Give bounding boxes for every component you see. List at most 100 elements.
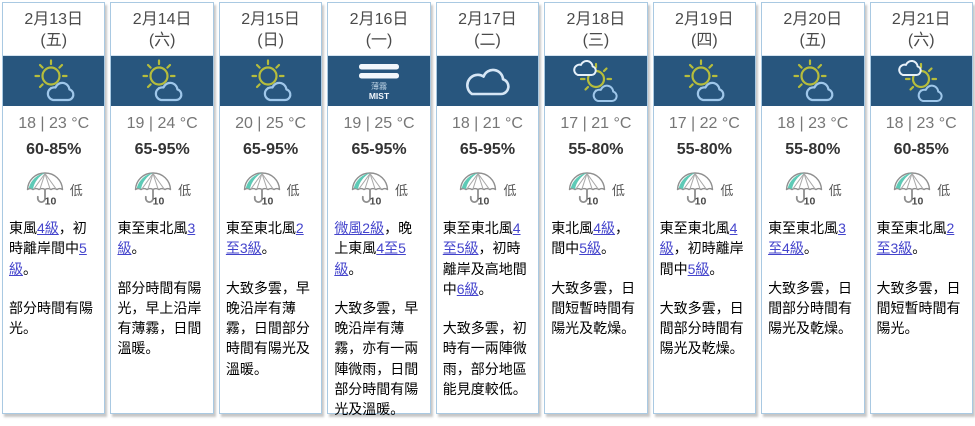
forecast-day-column: 2月19日 (四) (652, 2, 757, 414)
wind-speed-link[interactable]: 2至3級 (225, 220, 304, 257)
forecast-day-column: 2月20日 (五) (761, 2, 865, 414)
day-date: 2月18日 (566, 11, 626, 28)
weather-icon-band: 薄霧 MIST (436, 56, 539, 106)
day-date: 2月14日 (132, 11, 192, 28)
day-date: 2月15日 (241, 11, 300, 28)
psr-row: 10 低 (220, 167, 321, 211)
sunny-periods-icon (250, 59, 291, 102)
wind-text-segment: 東北風 (551, 220, 594, 236)
svg-text:10: 10 (695, 196, 707, 208)
forecast-day-column: 2月15日 (日) (218, 2, 323, 414)
wind-text-segment: 。 (23, 260, 37, 277)
temperature-range: 18 | 23 °C (777, 115, 849, 132)
mist-icon: 薄霧 MIST (359, 64, 400, 101)
psr-row: 10 低 (111, 167, 212, 211)
sunny-intervals-icon (898, 60, 943, 102)
humidity-range: 60-85% (26, 141, 82, 158)
day-header: 2月19日 (四) (653, 3, 756, 56)
forecast-day-column: 2月17日 (二) (435, 2, 540, 414)
day-date: 2月13日 (24, 11, 84, 28)
humidity-range: 55-80% (785, 141, 841, 158)
weather-description-text: 部分時間有陽光。 (9, 299, 93, 337)
day-date: 2月21日 (891, 11, 951, 28)
temperature-range: 18 | 23 °C (18, 115, 90, 132)
wind-forecast-text: 東北風4級，間中5級。 (551, 218, 641, 259)
wind-speed-link[interactable]: 微風2級 (334, 220, 385, 236)
psr-umbrella-icon: 10 (351, 172, 389, 208)
forecast-day-column: 2月14日 (六) (110, 2, 214, 414)
weather-icon-band: 薄霧 MIST (545, 56, 647, 106)
forecast-texts: 東北風4級，間中5級。 大致多雲，日間短暫時間有陽光及乾燥。 (545, 211, 646, 342)
svg-text:10: 10 (370, 196, 382, 208)
wind-forecast-text: 微風2級，晚上東風4至5級。 (334, 218, 424, 279)
wind-speed-link[interactable]: 5級 (9, 240, 87, 277)
day-weekday: (五) (799, 32, 827, 49)
psr-umbrella-icon: 10 (460, 172, 497, 208)
temperature-range: 18 | 21 °C (451, 115, 523, 132)
wind-forecast-text: 東風4級，初時離岸間中5級。 (9, 218, 99, 279)
forecast-texts: 東風4級，初時離岸間中5級。 部分時間有陽光。 (3, 211, 104, 342)
psr-row: 10 低 (437, 167, 538, 211)
psr-row: 10 低 (328, 167, 429, 211)
weather-icon-band: 薄霧 MIST (762, 56, 864, 106)
day-weekday: (六) (907, 32, 935, 49)
wind-speed-link[interactable]: 5級 (687, 260, 710, 277)
weather-description-text: 大致多雲，初時有一兩陣微雨，部分地區能見度較低。 (442, 320, 527, 398)
svg-text:10: 10 (153, 196, 165, 208)
psr-row: 10 低 (545, 167, 646, 211)
wind-text-segment: 東至東北風 (442, 220, 513, 236)
wind-speed-link[interactable]: 3級 (117, 220, 196, 257)
forecast-texts: 東至東北風3至4級。 大致多雲，日間部分時間有陽光及乾燥。 (762, 211, 863, 342)
svg-text:MIST: MIST (369, 91, 390, 101)
day-header: 2月18日 (三) (545, 3, 647, 56)
sunny-periods-icon (684, 59, 725, 102)
psr-row: 10 低 (871, 167, 972, 211)
wind-speed-link[interactable]: 4至5級 (334, 240, 406, 277)
forecast-texts: 東至東北風2至3級。 大致多雲，早晚沿岸有薄霧，日間部分時間有陽光及溫暖。 (220, 211, 321, 383)
temperature-range: 18 | 23 °C (885, 115, 957, 132)
weather-icon-band: 薄霧 MIST (3, 56, 105, 106)
wind-speed-link[interactable]: 5級 (579, 240, 601, 257)
temperature-range: 17 | 22 °C (668, 115, 740, 132)
wind-text-segment: 。 (709, 260, 724, 277)
wind-speed-link[interactable]: 4級 (37, 220, 59, 236)
day-header: 2月20日 (五) (762, 3, 864, 56)
weather-description-text: 大致多雲，日間部分時間有陽光及乾燥。 (768, 279, 853, 337)
psr-umbrella-icon: 10 (568, 172, 606, 208)
wind-speed-link[interactable]: 6級 (456, 280, 479, 297)
wind-speed-link[interactable]: 4級 (659, 220, 738, 257)
wind-text-segment: 東至東北風 (768, 220, 839, 236)
weather-description-text: 大致多雲，早晚沿岸有薄霧，日間部分時間有陽光及溫暖。 (225, 279, 310, 377)
humidity-range: 55-80% (568, 141, 624, 158)
svg-text:10: 10 (478, 196, 490, 208)
sunny-periods-icon (34, 59, 75, 102)
forecast-day-column: 2月18日 (三) (544, 2, 648, 414)
psr-level-label: 低 (178, 182, 192, 198)
wind-text-segment: 。 (261, 240, 276, 257)
svg-text:10: 10 (912, 196, 924, 208)
wind-text-segment: 東至東北風 (876, 220, 947, 236)
psr-level-label: 低 (69, 182, 83, 198)
day-date: 2月17日 (458, 11, 517, 28)
weather-icon-band: 薄霧 MIST (870, 56, 972, 106)
wind-speed-link[interactable]: 2至3級 (876, 220, 955, 257)
svg-text:薄霧: 薄霧 (371, 81, 387, 91)
psr-level-label: 低 (395, 182, 409, 198)
wind-speed-link[interactable]: 4級 (593, 220, 615, 236)
wind-text-segment: 。 (131, 240, 146, 257)
psr-level-label: 低 (720, 182, 734, 198)
wind-speed-link[interactable]: 3至4級 (768, 220, 846, 257)
svg-text:10: 10 (44, 196, 56, 208)
psr-umbrella-icon: 10 (134, 172, 172, 208)
cloudy-icon (466, 68, 511, 96)
psr-umbrella-icon: 10 (785, 172, 822, 208)
wind-speed-link[interactable]: 4至5級 (442, 220, 521, 257)
humidity-range: 65-95% (351, 141, 407, 158)
wind-text-segment: 。 (478, 280, 493, 297)
day-header: 2月17日 (二) (436, 3, 539, 56)
day-weekday: (六) (148, 32, 176, 49)
day-weekday: (二) (474, 32, 501, 49)
forecast-texts: 東至東北風2至3級。 大致多雲，日間短暫時間有陽光。 (871, 211, 972, 342)
forecast-grid: 2月13日 (五) (2, 2, 973, 417)
weather-description-text: 大致多雲，早晚沿岸有薄霧，亦有一兩陣微雨，日間部分時間有陽光及溫暖。 (334, 299, 419, 418)
